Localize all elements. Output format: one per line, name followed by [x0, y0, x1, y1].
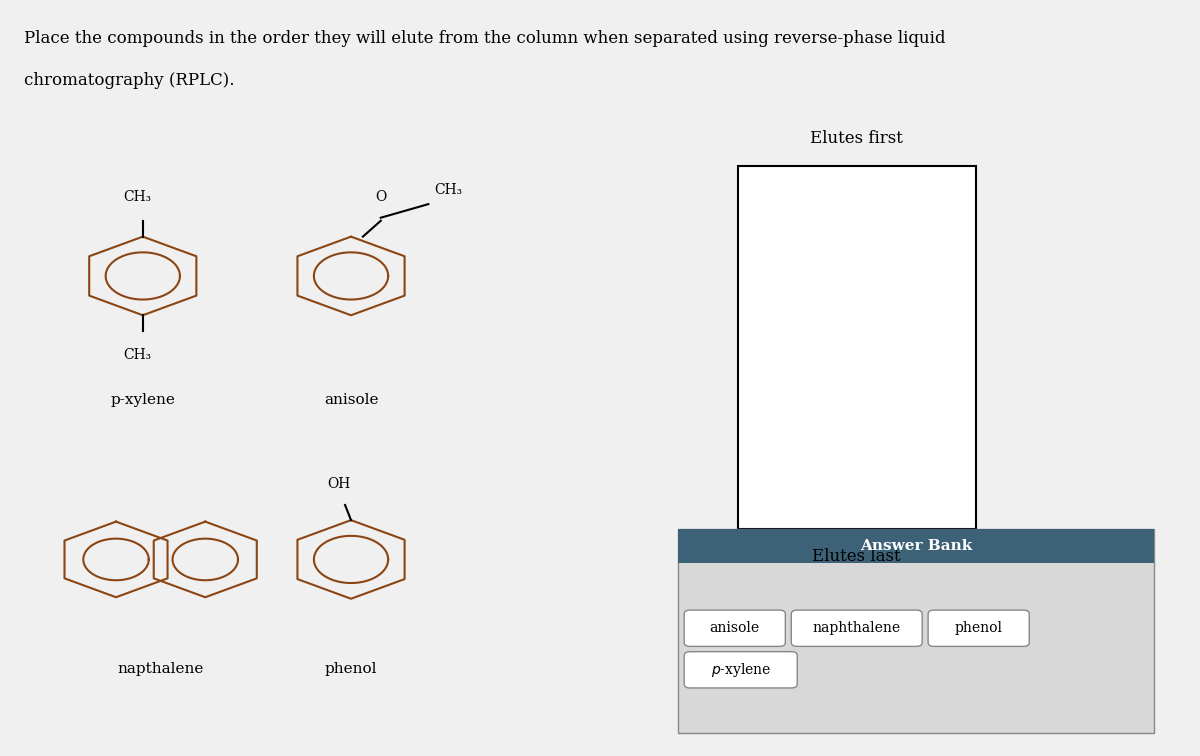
Text: Elutes first: Elutes first [810, 131, 904, 147]
Text: p-xylene: p-xylene [110, 393, 175, 407]
FancyBboxPatch shape [791, 610, 922, 646]
FancyBboxPatch shape [678, 529, 1154, 563]
Text: CH₃: CH₃ [122, 348, 151, 362]
FancyBboxPatch shape [678, 529, 1154, 733]
Text: napthalene: napthalene [118, 662, 204, 676]
Text: O: O [376, 190, 386, 204]
Text: anisole: anisole [324, 393, 378, 407]
Text: phenol: phenol [955, 621, 1003, 635]
Text: OH: OH [328, 477, 350, 491]
Text: CH₃: CH₃ [434, 182, 462, 197]
Text: Place the compounds in the order they will elute from the column when separated : Place the compounds in the order they wi… [24, 30, 946, 47]
FancyBboxPatch shape [928, 610, 1030, 646]
Text: anisole: anisole [709, 621, 760, 635]
Text: Elutes last: Elutes last [812, 548, 901, 565]
FancyBboxPatch shape [684, 652, 797, 688]
Text: CH₃: CH₃ [122, 190, 151, 204]
Text: naphthalene: naphthalene [812, 621, 901, 635]
Text: chromatography (RPLC).: chromatography (RPLC). [24, 72, 234, 88]
Text: $p$-xylene: $p$-xylene [710, 661, 770, 679]
Text: phenol: phenol [325, 662, 377, 676]
FancyBboxPatch shape [738, 166, 976, 529]
FancyBboxPatch shape [684, 610, 785, 646]
Text: Answer Bank: Answer Bank [860, 539, 972, 553]
